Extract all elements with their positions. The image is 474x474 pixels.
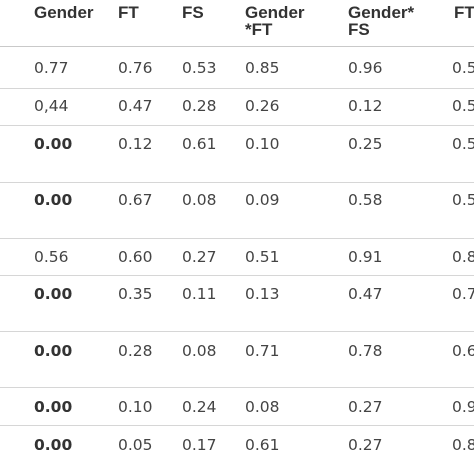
table-cell: 0.00 [34, 135, 73, 153]
table-cell: 0.7 [452, 285, 474, 303]
table-cell: 0.85 [245, 59, 280, 77]
table-cell: 0.5 [452, 191, 474, 209]
table-cell: 0.27 [348, 436, 383, 454]
table-cell: 0.00 [34, 191, 73, 209]
table-cell: 0.8 [452, 248, 474, 266]
header-ft: FT [118, 3, 139, 22]
row-divider [0, 331, 474, 332]
row-divider [0, 238, 474, 239]
table-cell: 0.61 [245, 436, 280, 454]
table-cell: 0.13 [245, 285, 280, 303]
table-cell: 0.51 [245, 248, 280, 266]
header-gender-fs: Gender* FS [348, 3, 415, 39]
table-cell: 0.24 [182, 398, 217, 416]
table-cell: 0.9 [452, 398, 474, 416]
table-cell: 0.53 [182, 59, 217, 77]
table-cell: 0.26 [245, 97, 280, 115]
table-cell: 0.5 [452, 97, 474, 115]
table-cell: 0.28 [118, 342, 153, 360]
header-gender-ft: Gender *FT [245, 3, 305, 39]
table-cell: 0.56 [34, 248, 69, 266]
table-cell: 0.11 [182, 285, 217, 303]
table-cell: 0.77 [34, 59, 69, 77]
table-cell: 0.96 [348, 59, 383, 77]
table-cell: 0.5 [452, 59, 474, 77]
row-divider [0, 182, 474, 183]
table-cell: 0.71 [245, 342, 280, 360]
table-cell: 0.35 [118, 285, 153, 303]
table-cell: 0.8 [452, 436, 474, 454]
table-cell: 0.27 [182, 248, 217, 266]
table-cell: 0.47 [118, 97, 153, 115]
header-fs: FS [182, 3, 204, 22]
table-cell: 0.10 [118, 398, 153, 416]
table-cell: 0.08 [182, 342, 217, 360]
row-divider [0, 387, 474, 388]
header-divider [0, 46, 474, 47]
table-cell: 0.08 [182, 191, 217, 209]
table-cell: 0.08 [245, 398, 280, 416]
table-cell: 0.00 [34, 436, 73, 454]
table-cell: 0.00 [34, 285, 73, 303]
table-cell: 0.76 [118, 59, 153, 77]
table-cell: 0.28 [182, 97, 217, 115]
row-divider [0, 125, 474, 126]
table-cell: 0.27 [348, 398, 383, 416]
header-gender: Gender [34, 3, 94, 22]
table-cell: 0.6 [452, 342, 474, 360]
table-cell: 0.17 [182, 436, 217, 454]
table-cell: 0.12 [348, 97, 383, 115]
row-divider [0, 425, 474, 426]
table-cell: 0.00 [34, 398, 73, 416]
table-cell: 0.61 [182, 135, 217, 153]
table-cell: 0.25 [348, 135, 383, 153]
table-cell: 0.5 [452, 135, 474, 153]
table-cell: 0.09 [245, 191, 280, 209]
table-cell: 0.47 [348, 285, 383, 303]
row-divider [0, 88, 474, 89]
table-cell: 0.78 [348, 342, 383, 360]
table-cell: 0.91 [348, 248, 383, 266]
table-cell: 0.67 [118, 191, 153, 209]
table-cell: 0.58 [348, 191, 383, 209]
table-cell: 0.00 [34, 342, 73, 360]
table-cell: 0,44 [34, 97, 69, 115]
table-cell: 0.05 [118, 436, 153, 454]
header-ft-2: FT [454, 3, 474, 22]
table-cell: 0.60 [118, 248, 153, 266]
table-cell: 0.12 [118, 135, 153, 153]
table-cell: 0.10 [245, 135, 280, 153]
row-divider [0, 275, 474, 276]
